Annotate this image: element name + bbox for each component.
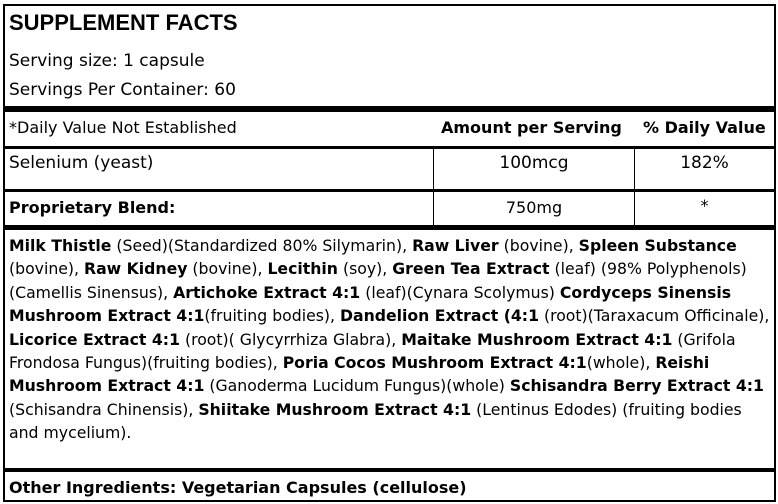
blend-item-detail: (leaf) (98% Polyphenols)(Camellis Sinens… xyxy=(9,259,747,302)
blend-item-name: Schisandra Berry Extract 4:1 xyxy=(509,376,764,396)
servings-per-container: Servings Per Container: 60 xyxy=(9,80,236,100)
blend-daily-value: * xyxy=(700,196,709,215)
blend-item-name: Poria Cocos Mushroom Extract 4:1 xyxy=(282,353,587,373)
blend-item-detail: (Lentinus Edodes) (fruiting bodies and m… xyxy=(9,399,742,443)
blend-amount: 750mg xyxy=(505,198,563,217)
blend-item-detail: (bovine), xyxy=(187,259,268,279)
blend-item-detail: (root)( Glycyrrhiza Glabra), xyxy=(180,329,402,349)
other-ingredients-divider xyxy=(5,468,774,472)
blend-item-name: Maitake Mushroom Extract 4:1 xyxy=(401,329,673,349)
column-divider-1 xyxy=(433,149,434,225)
blend-item-detail: (fruiting bodies), xyxy=(204,306,340,326)
blend-item-detail: (leaf)(Cynara Scolymus) xyxy=(360,282,560,302)
blend-ingredients: Milk Thistle (Seed)(Standardized 80% Sil… xyxy=(9,234,774,445)
blend-item-name: Cordyceps Sinensis Mushroom Extract 4:1 xyxy=(9,282,732,326)
blend-item-name: Shiitake Mushroom Extract 4:1 xyxy=(198,399,472,419)
blend-item-detail: (Grifola Frondosa Fungus)(fruiting bodie… xyxy=(9,329,736,373)
ingredient-amount: 100mcg xyxy=(499,153,569,173)
blend-item-detail: (bovine), xyxy=(498,236,579,255)
amount-header: Amount per Serving xyxy=(441,118,622,137)
blend-item-name: Spleen Substance xyxy=(578,236,737,255)
blend-item-name: Milk Thistle xyxy=(9,236,112,255)
blend-item-detail: (bovine), xyxy=(9,259,85,279)
supplement-facts-panel: SUPPLEMENT FACTS Serving size: 1 capsule… xyxy=(3,4,776,502)
header-divider xyxy=(5,146,774,149)
blend-item-detail: (root)(Taraxacum Officinale), xyxy=(539,306,770,326)
daily-value-header: % Daily Value xyxy=(643,118,766,137)
ingredient-daily-value: 182% xyxy=(680,153,729,173)
blend-item-name: Lecithin xyxy=(267,259,338,279)
blend-item-name: Reishi Mushroom Extract 4:1 xyxy=(9,353,710,396)
blend-item-name: Raw Liver xyxy=(412,236,499,255)
serving-size: Serving size: 1 capsule xyxy=(9,51,205,71)
blend-item-detail: (whole), xyxy=(586,353,656,373)
row-divider xyxy=(5,189,774,192)
blend-item-name: Dandelion Extract (4:1 xyxy=(340,306,539,326)
ingredient-name: Selenium (yeast) xyxy=(9,153,154,173)
column-divider-2 xyxy=(634,149,635,225)
blend-item-detail: (Schisandra Chinensis), xyxy=(9,399,199,419)
daily-value-note: *Daily Value Not Established xyxy=(9,118,237,137)
blend-item-name: Raw Kidney xyxy=(84,259,188,279)
thick-divider xyxy=(5,106,774,112)
blend-divider xyxy=(5,225,774,230)
blend-item-detail: (Seed)(Standardized 80% Silymarin), xyxy=(111,236,413,255)
panel-title: SUPPLEMENT FACTS xyxy=(9,10,238,35)
blend-item-name: Artichoke Extract 4:1 xyxy=(173,282,361,302)
blend-item-detail: (Ganoderma Lucidum Fungus)(whole) xyxy=(204,376,510,396)
blend-item-name: Licorice Extract 4:1 xyxy=(9,329,180,349)
other-ingredients: Other Ingredients: Vegetarian Capsules (… xyxy=(9,478,467,497)
blend-name: Proprietary Blend: xyxy=(9,198,176,217)
blend-item-name: Green Tea Extract xyxy=(392,259,550,279)
blend-item-detail: (soy), xyxy=(337,259,393,279)
